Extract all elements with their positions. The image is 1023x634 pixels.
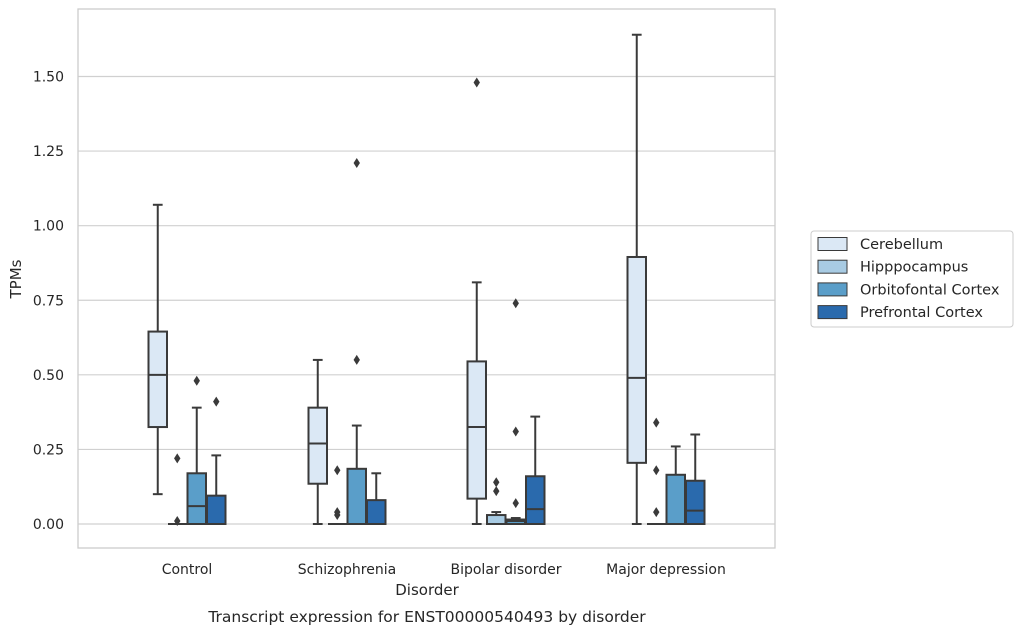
- box-prefrontal-cortex: [366, 472, 387, 525]
- outlier-point: [653, 507, 660, 518]
- chart-caption: Transcript expression for ENST0000054049…: [207, 608, 646, 626]
- outlier-point: [174, 516, 181, 527]
- box-cerebellum: [466, 77, 487, 525]
- box-prefrontal-cortex: [685, 433, 706, 526]
- box-body: [466, 360, 487, 500]
- y-tick-label: 1.50: [33, 70, 64, 86]
- x-tick-label: Major depression: [606, 562, 726, 578]
- box-cerebellum: [626, 33, 647, 525]
- outlier-point: [334, 465, 341, 476]
- x-tick-label: Control: [162, 562, 213, 578]
- outlier-point: [512, 298, 519, 309]
- outlier-point: [353, 158, 360, 169]
- gridlines: [78, 75, 775, 525]
- boxes: [147, 33, 706, 527]
- box-body: [486, 514, 507, 525]
- legend-swatch: [817, 259, 848, 274]
- box-body: [366, 499, 387, 525]
- outlier-point: [493, 477, 500, 488]
- plot-frame: [77, 8, 776, 549]
- box-body: [206, 494, 227, 525]
- y-axis-label: TPMs: [7, 259, 25, 299]
- legend-label: Prefrontal Cortex: [860, 305, 983, 321]
- legend-swatch: [817, 237, 848, 251]
- box-prefrontal-cortex: [525, 415, 546, 525]
- x-tick-label: Bipolar disorder: [450, 562, 561, 578]
- y-tick-label: 0.25: [33, 442, 64, 458]
- legend-swatch: [817, 282, 848, 297]
- y-tick-labels: 0.00 0.25 0.50 0.75 1.00 1.25 1.50: [33, 70, 64, 534]
- box-hipppocampus: [647, 417, 666, 525]
- box-cerebellum: [147, 203, 168, 496]
- outlier-point: [493, 486, 500, 497]
- outlier-point: [193, 375, 200, 386]
- x-tick-label: Schizophrenia: [298, 562, 396, 578]
- legend-label: Orbitofontal Cortex: [860, 282, 1000, 298]
- box-prefrontal-cortex: [206, 396, 227, 525]
- box-hipppocampus: [486, 477, 507, 525]
- outlier-point: [653, 417, 660, 428]
- x-axis-label: Disorder: [395, 581, 459, 599]
- x-tick-labels: Control Schizophrenia Bipolar disorder Majo…: [162, 562, 726, 578]
- box-orbitofontal-cortex: [505, 298, 526, 526]
- legend: Cerebellum Hipppocampus Orbitofontal Corte…: [810, 230, 1014, 328]
- box-hipppocampus: [328, 465, 347, 525]
- outlier-point: [174, 453, 181, 464]
- box-body: [626, 255, 647, 464]
- box-body: [525, 475, 546, 525]
- legend-label: Hipppocampus: [860, 260, 968, 276]
- box-body: [346, 467, 367, 525]
- legend-label: Cerebellum: [860, 237, 943, 253]
- y-tick-label: 0.75: [33, 293, 64, 309]
- outlier-point: [353, 354, 360, 365]
- box-body: [147, 330, 168, 429]
- box-cerebellum: [307, 358, 328, 525]
- y-tick-label: 1.00: [33, 219, 64, 235]
- y-tick-label: 0.00: [33, 517, 64, 533]
- outlier-point: [213, 396, 220, 407]
- box-body: [685, 479, 706, 526]
- outlier-point: [653, 465, 660, 476]
- y-tick-label: 1.25: [33, 144, 64, 160]
- legend-frame: [810, 230, 1014, 328]
- box-orbitofontal-cortex: [346, 158, 367, 525]
- box-hipppocampus: [168, 453, 187, 527]
- box-orbitofontal-cortex: [665, 445, 686, 525]
- box-body: [186, 472, 207, 525]
- outlier-point: [473, 77, 480, 88]
- outlier-point: [334, 510, 341, 521]
- legend-swatch: [817, 305, 848, 320]
- outlier-point: [512, 426, 519, 437]
- box-body: [665, 473, 686, 525]
- box-body: [307, 406, 328, 485]
- y-tick-label: 0.50: [33, 368, 64, 384]
- outlier-point: [512, 498, 519, 509]
